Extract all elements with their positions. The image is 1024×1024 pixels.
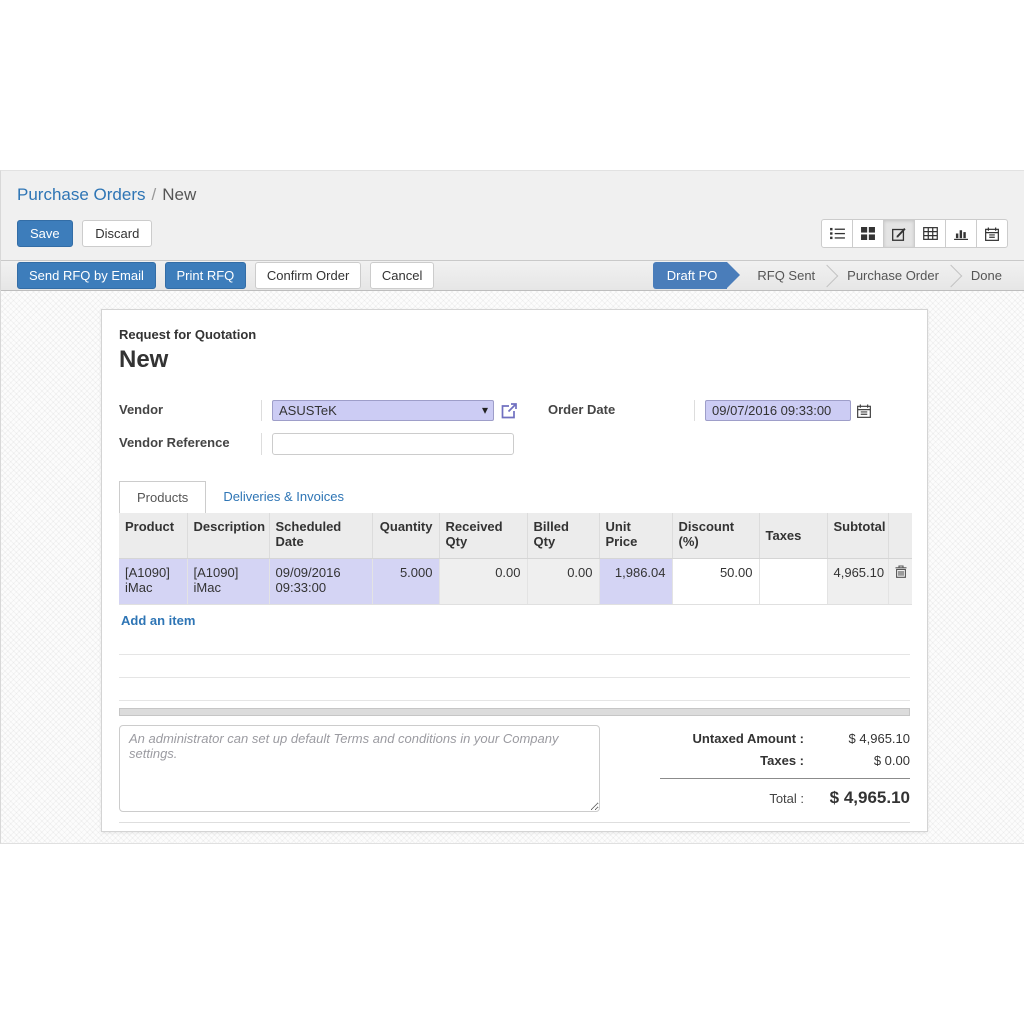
col-product: Product	[119, 513, 188, 559]
control-panel: Purchase Orders / New Save Discard	[1, 171, 1024, 260]
add-an-item-link[interactable]: Add an item	[121, 612, 196, 628]
order-date-input[interactable]: 09/07/2016 09:33:00	[705, 400, 851, 421]
cell-unit-price[interactable]: 1,986.04	[599, 558, 673, 605]
col-taxes: Taxes	[759, 513, 828, 559]
vendor-value: ASUSTeK	[279, 403, 337, 418]
state-rfq-sent[interactable]: RFQ Sent	[757, 268, 816, 283]
order-date-label: Order Date	[548, 402, 616, 417]
state-draft-po[interactable]: Draft PO	[652, 262, 740, 289]
col-subtotal: Subtotal	[827, 513, 889, 559]
cell-taxes[interactable]	[759, 558, 828, 605]
totals-divider	[660, 777, 910, 779]
view-switcher	[821, 219, 1008, 248]
tab-products[interactable]: Products	[119, 481, 207, 513]
horizontal-scrollbar[interactable]	[119, 707, 910, 716]
col-unit-price: Unit Price	[599, 513, 673, 559]
pivot-table-icon	[922, 227, 938, 240]
vendor-reference-input[interactable]	[272, 433, 514, 455]
untaxed-amount-label: Untaxed Amount :	[692, 730, 804, 746]
cell-product[interactable]: [A1090] iMac	[119, 558, 188, 605]
send-rfq-by-email-button[interactable]: Send RFQ by Email	[17, 262, 156, 289]
bar-chart-icon	[953, 230, 968, 240]
sheet-bottom-divider	[119, 821, 910, 823]
empty-list-row	[119, 655, 910, 678]
calendar-icon	[985, 226, 999, 241]
vendor-select[interactable]: ASUSTeK	[272, 400, 494, 421]
col-received-qty: Received Qty	[439, 513, 528, 559]
footer-area: Untaxed Amount : $ 4,965.10 Taxes : $ 0.…	[119, 724, 910, 815]
col-description: Description	[187, 513, 270, 559]
taxes-total-label: Taxes :	[760, 752, 804, 768]
status-pipeline: Draft PO RFQ Sent Purchase Order Done	[652, 261, 1024, 290]
vendor-reference-label: Vendor Reference	[119, 435, 230, 450]
statusbar-buttons: Send RFQ by Email Print RFQ Confirm Orde…	[17, 262, 439, 289]
form-edit-icon	[891, 227, 906, 241]
form-sheet: Request for Quotation New Vendor ASUSTeK…	[101, 309, 928, 832]
cell-discount[interactable]: 50.00	[672, 558, 760, 605]
notebook-tabs: Products Deliveries & Invoices	[119, 481, 910, 513]
col-actions	[888, 513, 912, 559]
col-scheduled-date: Scheduled Date	[269, 513, 373, 559]
total-value: $ 4,965.10	[829, 787, 910, 807]
external-link-icon[interactable]	[501, 402, 518, 419]
print-rfq-button[interactable]: Print RFQ	[164, 262, 247, 289]
odoo-app-window: Purchase Orders / New Save Discard	[0, 170, 1024, 844]
field-area: Vendor ASUSTeK Vendor Reference Order Da…	[119, 400, 910, 455]
tab-deliveries-invoices[interactable]: Deliveries & Invoices	[223, 489, 344, 504]
table-row[interactable]: [A1090] iMac [A1090] iMac 09/09/2016 09:…	[119, 558, 912, 605]
graph-view-button[interactable]	[945, 219, 977, 248]
cell-description[interactable]: [A1090] iMac	[187, 558, 270, 605]
state-purchase-order[interactable]: Purchase Order	[847, 268, 939, 283]
state-done[interactable]: Done	[970, 268, 1002, 283]
confirm-order-button[interactable]: Confirm Order	[254, 262, 362, 289]
empty-list-row	[119, 678, 910, 701]
terms-conditions-textarea[interactable]	[119, 724, 600, 812]
col-quantity: Quantity	[372, 513, 440, 559]
form-subtitle: Request for Quotation	[119, 327, 257, 342]
untaxed-amount-value: $ 4,965.10	[848, 730, 910, 746]
list-icon	[829, 227, 845, 240]
trash-icon	[895, 564, 906, 578]
col-discount: Discount (%)	[672, 513, 760, 559]
taxes-total-value: $ 0.00	[873, 752, 910, 768]
field-group-left: Vendor ASUSTeK Vendor Reference	[119, 400, 518, 455]
list-view-button[interactable]	[821, 219, 853, 248]
cancel-button[interactable]: Cancel	[369, 262, 435, 289]
save-button[interactable]: Save	[17, 220, 73, 247]
page-title: New	[119, 346, 169, 373]
breadcrumb-purchase-orders[interactable]: Purchase Orders	[17, 185, 146, 204]
form-view-button[interactable]	[883, 219, 915, 248]
pivot-view-button[interactable]	[914, 219, 946, 248]
kanban-view-button[interactable]	[852, 219, 884, 248]
col-billed-qty: Billed Qty	[527, 513, 600, 559]
calendar-view-button[interactable]	[976, 219, 1008, 248]
cell-scheduled-date[interactable]: 09/09/2016 09:33:00	[269, 558, 373, 605]
statusbar: Send RFQ by Email Print RFQ Confirm Orde…	[1, 260, 1024, 291]
cell-received-qty: 0.00	[439, 558, 528, 605]
table-header-row: Product Description Scheduled Date Quant…	[119, 513, 912, 559]
field-group-right: Order Date 09/07/2016 09:33:00	[548, 400, 871, 455]
cell-billed-qty: 0.00	[527, 558, 600, 605]
breadcrumb: Purchase Orders / New	[17, 185, 1008, 205]
breadcrumb-current: New	[162, 185, 197, 204]
cell-subtotal: 4,965.10	[827, 558, 889, 605]
total-label: Total :	[769, 790, 804, 806]
cell-quantity[interactable]: 5.000	[372, 558, 440, 605]
vendor-label: Vendor	[119, 402, 164, 417]
breadcrumb-separator: /	[151, 185, 157, 204]
empty-list-row	[119, 632, 910, 655]
discard-button[interactable]: Discard	[82, 220, 153, 247]
order-lines-table: Product Description Scheduled Date Quant…	[119, 513, 912, 605]
totals-block: Untaxed Amount : $ 4,965.10 Taxes : $ 0.…	[660, 725, 910, 815]
kanban-icon	[861, 227, 875, 240]
record-action-buttons: Save Discard	[17, 220, 158, 247]
delete-row-button[interactable]	[888, 558, 912, 605]
calendar-picker-icon[interactable]	[857, 403, 871, 418]
